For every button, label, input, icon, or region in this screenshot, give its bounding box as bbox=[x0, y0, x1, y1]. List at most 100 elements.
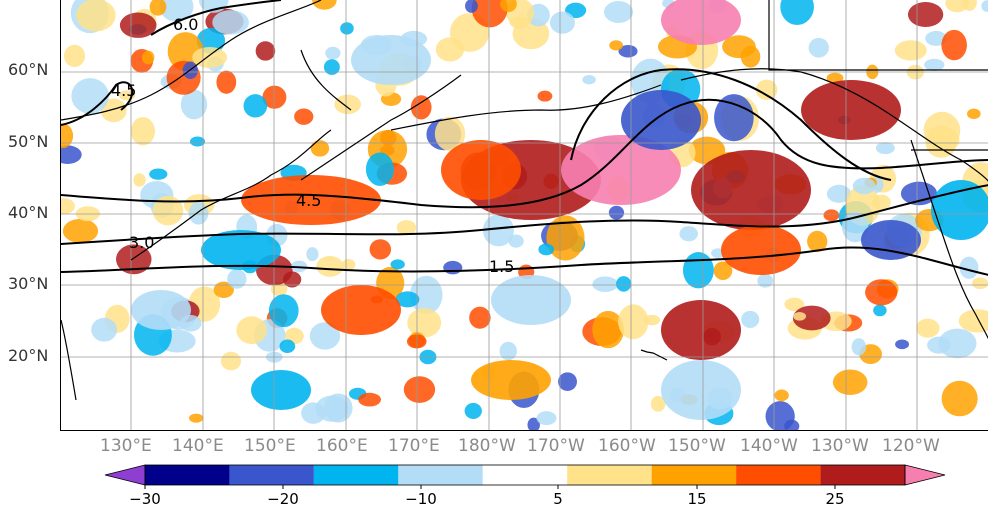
anomaly-patch bbox=[149, 0, 167, 16]
anomaly-patch bbox=[792, 305, 831, 331]
anomaly-patch bbox=[130, 117, 155, 146]
contour-4-5-south bbox=[61, 98, 988, 209]
anomaly-patch bbox=[306, 247, 319, 262]
colorbar-cell bbox=[736, 465, 821, 485]
anomaly-patch bbox=[959, 256, 979, 279]
anomaly-patch bbox=[396, 220, 417, 236]
anomaly-core bbox=[721, 225, 801, 275]
anomaly-patch bbox=[808, 37, 829, 58]
asia-coast bbox=[61, 0, 322, 121]
lat-label-40n: 40°N bbox=[8, 203, 49, 222]
anomaly-patch bbox=[64, 44, 86, 68]
anomaly-patch bbox=[603, 1, 634, 23]
anomaly-patch bbox=[310, 140, 330, 157]
anomaly-patch bbox=[316, 255, 344, 277]
anomaly-patch bbox=[688, 136, 726, 165]
colorbar-cell bbox=[482, 465, 568, 485]
anomaly-patch bbox=[196, 27, 226, 54]
map-panel: 6.0 4.5 4.5 3.0 1.5 bbox=[60, 0, 988, 431]
anomaly-patch bbox=[180, 89, 208, 120]
anomaly-patch bbox=[465, 0, 478, 13]
anomaly-patch bbox=[549, 11, 575, 34]
anomaly-core bbox=[441, 140, 521, 200]
lat-label-60n: 60°N bbox=[8, 60, 49, 79]
contour-label-4-5-north: 4.5 bbox=[111, 81, 136, 100]
anomaly-patch bbox=[941, 29, 967, 61]
anomaly-patch bbox=[945, 0, 969, 13]
anomaly-patch bbox=[189, 413, 204, 423]
anomaly-patch bbox=[972, 277, 988, 290]
anomaly-patch bbox=[713, 261, 733, 281]
anomaly-core bbox=[351, 35, 431, 85]
lon-label-160e: 160°E bbox=[316, 436, 368, 456]
lon-label-160w: 160°W bbox=[598, 436, 656, 456]
anomaly-patch bbox=[199, 0, 229, 13]
kuril-chain bbox=[300, 74, 462, 181]
anomaly-patch bbox=[482, 214, 514, 247]
anomaly-patch bbox=[309, 322, 341, 350]
colorbar-cell bbox=[313, 465, 399, 485]
anomaly-patch bbox=[832, 369, 868, 395]
anomaly-patch bbox=[142, 50, 155, 65]
lon-label-150w: 150°W bbox=[668, 436, 726, 456]
anomaly-patch bbox=[714, 94, 754, 142]
colorbar-arrow-left bbox=[104, 464, 146, 486]
anomaly-patch bbox=[119, 12, 157, 38]
anomaly-patch bbox=[592, 276, 619, 292]
colorbar-tick-15: 15 bbox=[687, 490, 707, 508]
anomaly-patch bbox=[967, 108, 981, 120]
anomaly-patch bbox=[608, 205, 625, 220]
anomaly-patch bbox=[757, 273, 774, 288]
anomaly-patch bbox=[924, 58, 945, 71]
anomaly-core bbox=[491, 275, 571, 325]
anomaly-patch bbox=[294, 108, 314, 125]
colorbar-cell bbox=[229, 465, 314, 485]
anomaly-patch bbox=[916, 318, 940, 338]
anomaly-core bbox=[471, 360, 551, 400]
contour-label-6-0: 6.0 bbox=[173, 15, 198, 34]
anomaly-patch bbox=[236, 316, 267, 345]
anomaly-field bbox=[61, 0, 988, 430]
anomaly-patch bbox=[255, 41, 276, 61]
lat-label-30n: 30°N bbox=[8, 274, 49, 293]
contour-loop bbox=[570, 68, 892, 181]
anomaly-patch bbox=[133, 173, 146, 187]
contour-6-0 bbox=[150, 0, 282, 36]
anomaly-patch bbox=[650, 395, 666, 412]
anomaly-patch bbox=[852, 177, 876, 195]
anomaly-patch bbox=[358, 392, 381, 407]
anomaly-patch bbox=[616, 276, 632, 292]
hawaii bbox=[640, 349, 668, 361]
graticule bbox=[61, 0, 988, 430]
anomaly-patch bbox=[538, 243, 555, 256]
kamchatka bbox=[300, 49, 352, 111]
contour-label-group: 6.0 4.5 4.5 3.0 1.5 bbox=[111, 15, 514, 276]
anomaly-core bbox=[201, 230, 281, 270]
contour-4-5-north bbox=[61, 81, 134, 126]
lon-label-170e: 170°E bbox=[388, 436, 440, 456]
colorbar-cells bbox=[104, 464, 946, 489]
anomaly-patch bbox=[152, 195, 184, 226]
colorbar-cell bbox=[398, 465, 483, 485]
colorbar-tick-minus30: −30 bbox=[129, 490, 161, 508]
anomaly-patch bbox=[395, 291, 420, 308]
anomaly-patch bbox=[216, 70, 237, 94]
contour-3-0 bbox=[61, 184, 988, 245]
anomaly-patch bbox=[369, 239, 392, 260]
anomaly-patch bbox=[61, 123, 74, 149]
anomaly-patch bbox=[227, 269, 247, 289]
anomaly-core bbox=[861, 220, 921, 260]
lat-label-50n: 50°N bbox=[8, 132, 49, 151]
anomaly-patch bbox=[469, 306, 491, 329]
anomaly-patch bbox=[213, 281, 234, 298]
anomaly-patch bbox=[189, 136, 206, 147]
anomaly-patch bbox=[895, 339, 910, 350]
anomaly-patch bbox=[774, 389, 789, 402]
anomaly-patch bbox=[582, 74, 596, 85]
lon-label-120w: 120°W bbox=[882, 436, 940, 456]
colorbar-tick-minus10: −10 bbox=[405, 490, 437, 508]
anomaly-core bbox=[661, 300, 741, 360]
anomaly-patch bbox=[765, 401, 795, 430]
anomaly-patch bbox=[499, 341, 517, 361]
anomaly-patch bbox=[243, 94, 268, 118]
